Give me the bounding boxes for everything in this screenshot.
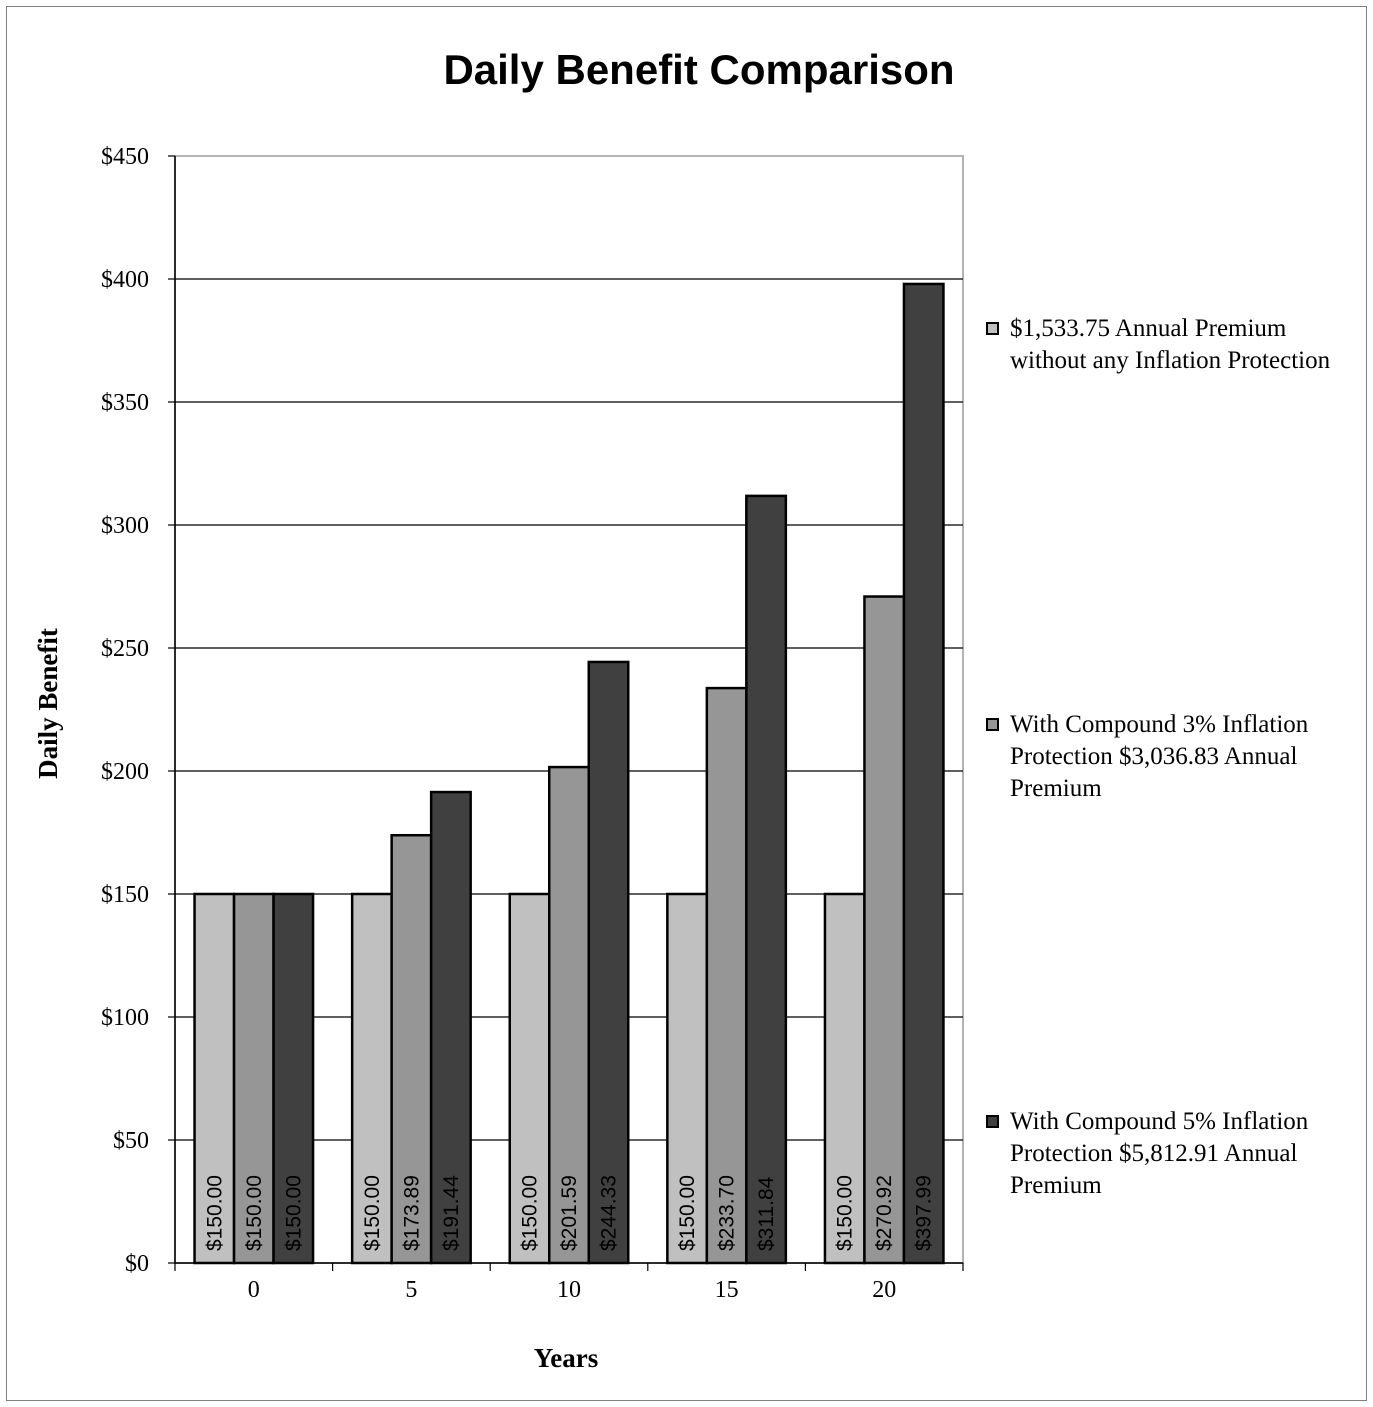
bar	[587, 660, 630, 1265]
y-tick-label: $350	[101, 390, 149, 416]
y-tick-label: $100	[101, 1005, 149, 1031]
y-tick-label: $0	[125, 1251, 149, 1277]
y-tick-label: $250	[101, 636, 149, 662]
legend-label: With Compound 5% Inflation Protection $5…	[1010, 1108, 1309, 1199]
x-tick-label: 0	[248, 1277, 260, 1303]
legend-label: With Compound 3% Inflation Protection $3…	[1010, 711, 1309, 802]
y-tick-label: $450	[101, 144, 149, 170]
y-tick-label: $200	[101, 759, 149, 785]
bar-data-label: $150.00	[676, 1175, 699, 1251]
bar-data-label: $150.00	[834, 1175, 857, 1251]
bar	[745, 494, 788, 1265]
x-tick-label: 15	[715, 1277, 739, 1303]
bar-data-label: $270.92	[873, 1175, 896, 1251]
bar-data-label: $233.70	[716, 1175, 739, 1251]
bar	[508, 892, 551, 1265]
legend-swatch	[986, 718, 999, 731]
bar-data-label: $311.84	[755, 1176, 778, 1251]
y-tick-label: $50	[113, 1128, 149, 1154]
bar-data-label: $201.59	[558, 1175, 581, 1251]
bar	[902, 282, 945, 1265]
bar-data-label: $150.00	[203, 1175, 226, 1251]
bar	[390, 833, 433, 1265]
bar-data-label: $150.00	[361, 1175, 384, 1251]
bar	[272, 892, 315, 1265]
bar	[863, 595, 906, 1265]
x-axis-title: Years	[534, 1343, 598, 1373]
bar-data-label: $173.89	[400, 1175, 423, 1251]
bar	[429, 790, 472, 1265]
y-tick-label: $400	[101, 267, 149, 293]
x-tick-label: 20	[872, 1277, 896, 1303]
y-tick-label: $150	[101, 882, 149, 908]
bar-data-label: $191.44	[440, 1175, 463, 1251]
bar-data-label: $397.99	[913, 1175, 936, 1251]
legend-swatch	[986, 1115, 999, 1128]
bar-data-label: $150.00	[519, 1175, 542, 1251]
bar	[548, 765, 590, 1265]
y-tick-label: $300	[101, 513, 149, 539]
bar-data-label: $150.00	[243, 1175, 266, 1251]
legend-label: $1,533.75 Annual Premium without any Inf…	[1010, 315, 1331, 374]
bar	[350, 892, 393, 1265]
x-tick-label: 5	[405, 1277, 417, 1303]
legend-swatch	[986, 322, 999, 335]
y-axis-title: Daily Benefit	[33, 628, 63, 779]
x-tick-label: 10	[557, 1277, 581, 1303]
bar-data-label: $244.33	[598, 1175, 621, 1251]
bar-data-label: $150.00	[282, 1175, 305, 1251]
chart-title: Daily Benefit Comparison	[443, 46, 955, 93]
